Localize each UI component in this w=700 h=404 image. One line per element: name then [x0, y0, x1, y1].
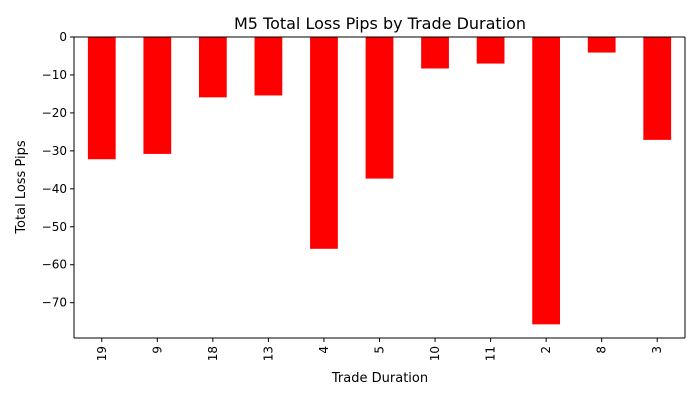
bar-3 — [643, 37, 672, 140]
x-tick-label: 18 — [206, 346, 220, 361]
x-tick-label: 9 — [150, 346, 164, 354]
y-tick-label: −30 — [42, 144, 67, 158]
y-tick-label: −60 — [42, 258, 67, 272]
y-tick-label: −20 — [42, 106, 67, 120]
bar-2 — [532, 37, 561, 325]
chart-title: M5 Total Loss Pips by Trade Duration — [234, 14, 526, 33]
bar-8 — [587, 37, 616, 53]
x-tick-label: 13 — [261, 346, 275, 361]
bar-5 — [365, 37, 394, 179]
y-tick-label: −10 — [42, 68, 67, 82]
y-tick-label: −50 — [42, 220, 67, 234]
bar-19 — [87, 37, 116, 160]
x-tick-label: 4 — [317, 346, 331, 354]
y-tick-label: −70 — [42, 296, 67, 310]
bar-9 — [143, 37, 172, 154]
x-tick-label: 5 — [373, 346, 387, 354]
bar-13 — [254, 37, 283, 96]
bar-11 — [476, 37, 505, 64]
x-tick-label: 3 — [650, 346, 664, 354]
bar-10 — [421, 37, 449, 69]
y-tick-label: −40 — [42, 182, 67, 196]
y-tick-label: 0 — [59, 30, 67, 44]
x-tick-label: 8 — [595, 346, 609, 354]
bar-4 — [310, 37, 338, 249]
bar-18 — [198, 37, 227, 98]
x-tick-label: 2 — [539, 346, 553, 354]
x-axis-label: Trade Duration — [331, 371, 428, 386]
x-tick-label: 19 — [95, 346, 109, 361]
plot-area: 0 −10 −20 −30 −40 −50 −60 −70 19 9 18 13 4 5 10 11 2 8 3 — [42, 30, 686, 361]
y-axis-label: Total Loss Pips — [14, 140, 29, 235]
x-tick-label: 10 — [428, 346, 442, 361]
x-tick-label: 11 — [484, 346, 498, 361]
